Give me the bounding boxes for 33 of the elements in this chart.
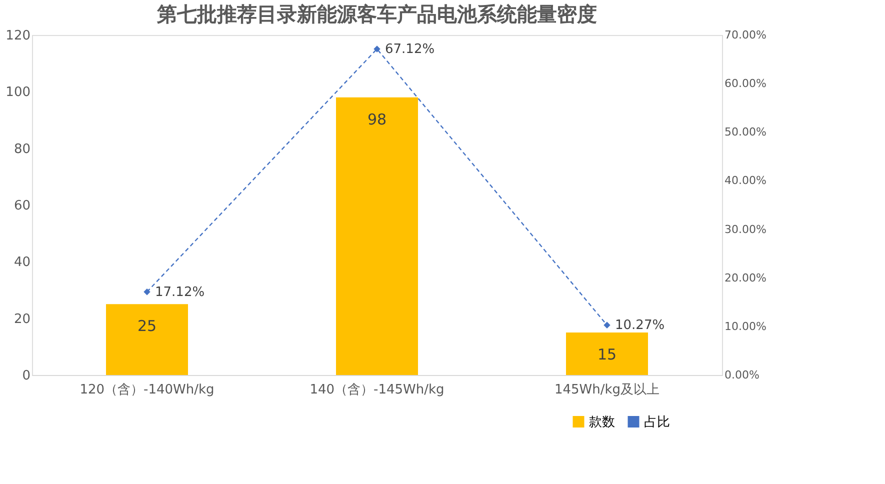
y-tick-label: 0: [22, 368, 30, 384]
point: [604, 322, 610, 328]
y-tick-label: 20: [14, 312, 30, 327]
y2-tick-label: 70.00%: [724, 28, 766, 42]
x-tick-label: 145Wh/kg及以上: [554, 382, 660, 398]
y-tick-label: 40: [14, 255, 30, 270]
y2-tick-label: 20.00%: [724, 271, 766, 284]
chart-title: 第七批推荐目录新能源客车产品电池系统能量密度: [156, 2, 597, 26]
data-label: 10.27%: [615, 318, 665, 334]
x-tick-label: 140（含）-145Wh/kg: [310, 382, 444, 398]
y-tick-label: 60: [14, 198, 30, 214]
legend-label: 占比: [644, 414, 670, 430]
data-label: 67.12%: [385, 42, 435, 57]
bar: [106, 304, 188, 375]
data-label: 15: [597, 346, 617, 364]
legend-label: 款数: [589, 414, 615, 430]
data-label: 17.12%: [155, 284, 205, 300]
y-tick-label: 100: [6, 85, 30, 100]
data-label: 25: [137, 317, 157, 336]
y2-tick-label: 10.00%: [724, 320, 766, 333]
point: [374, 46, 380, 52]
bar: [336, 97, 418, 375]
y2-tick-label: 50.00%: [724, 126, 766, 139]
y2-tick-label: 30.00%: [724, 222, 766, 236]
y2-tick-label: 40.00%: [724, 174, 766, 188]
y-tick-label: 80: [14, 142, 30, 157]
bar: [566, 332, 648, 375]
data-label: 98: [367, 110, 387, 128]
y2-tick-label: 60.00%: [724, 77, 766, 90]
y-tick-label: 120: [6, 28, 30, 44]
x-tick-label: 120（含）-140Wh/kg: [80, 382, 214, 398]
y2-tick-label: 0.00%: [724, 368, 760, 382]
point: [144, 288, 150, 296]
